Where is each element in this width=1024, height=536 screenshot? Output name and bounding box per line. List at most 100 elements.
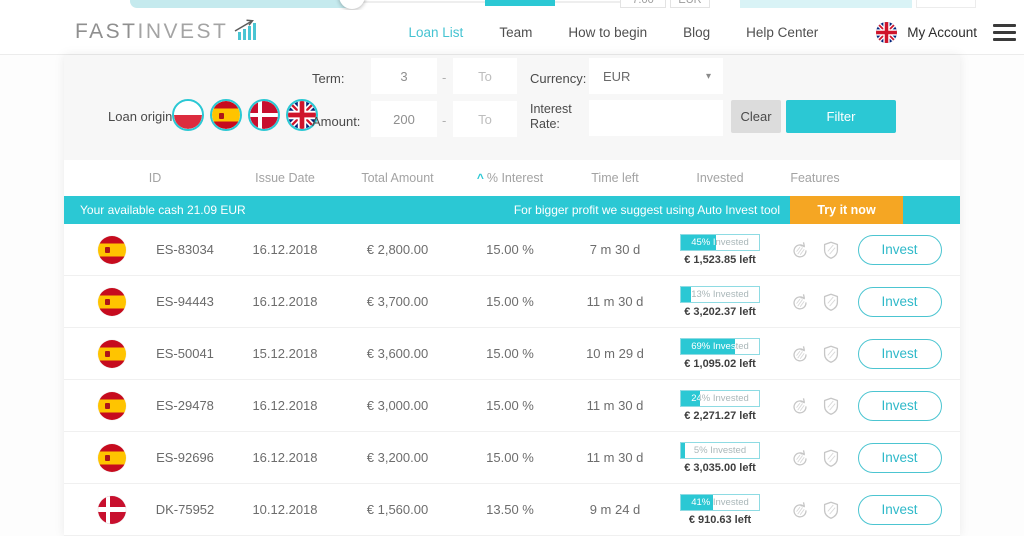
progress-label: 5% Invested <box>693 444 747 456</box>
col-id: ID <box>148 171 162 185</box>
spain-flag-icon <box>98 287 126 316</box>
progress-label: 24% Invested <box>691 392 749 404</box>
secured-loan-shield-icon <box>823 345 838 363</box>
loan-origin-label: Loan origin: <box>108 109 176 124</box>
term-from-input[interactable] <box>371 58 437 94</box>
invest-button[interactable]: Invest <box>857 494 942 525</box>
nav-how-to-begin[interactable]: How to begin <box>568 24 648 40</box>
secured-loan-shield-icon <box>823 397 838 415</box>
filter-button[interactable]: Filter <box>786 100 896 133</box>
issue-date: 16.12.2018 <box>252 398 318 413</box>
spain-flag-icon <box>98 339 126 368</box>
loan-id: ES-92696 <box>156 450 214 465</box>
progress-label-overlay: 5% Invested <box>681 443 685 458</box>
buyback-guarantee-icon <box>792 449 807 465</box>
col-interest-label: % Interest <box>486 171 544 185</box>
logo-text-primary: FAST <box>75 20 138 43</box>
amount-left: € 3,035.00 left <box>684 461 756 474</box>
clear-button[interactable]: Clear <box>731 100 781 133</box>
amount-left: € 1,523.85 left <box>684 253 756 266</box>
issue-date: 15.12.2018 <box>252 346 318 361</box>
nav-help-center[interactable]: Help Center <box>746 24 819 40</box>
uk-flag-filter[interactable] <box>286 99 318 131</box>
progress-label: 45% Invested <box>691 236 749 248</box>
secured-loan-shield-icon <box>823 241 838 259</box>
slider-value-box[interactable]: 7.00 <box>620 0 666 8</box>
progress-fill: 13% Invested <box>681 286 692 302</box>
time-left: 11 m 30 d <box>586 398 644 413</box>
invested-progress: 69% Invested 69% Invested € 1,095.02 lef… <box>665 337 775 370</box>
progress-fill: 41% Invested <box>681 494 713 510</box>
amount-from-input[interactable] <box>371 101 437 137</box>
progress-label: 13% Invested <box>691 288 749 300</box>
slider-handle[interactable] <box>339 0 365 9</box>
my-account-link[interactable]: My Account <box>907 24 977 40</box>
amount-label: Amount: <box>312 114 361 129</box>
hamburger-menu-icon[interactable] <box>991 20 1018 45</box>
table-row: DK-75952 10.12.2018 € 1,560.00 13.50 % 9… <box>64 484 960 536</box>
issue-date: 10.12.2018 <box>252 502 318 517</box>
account-area: My Account <box>876 20 1018 45</box>
loan-id: ES-50041 <box>156 346 214 361</box>
interest-rate: 15.00 % <box>486 346 534 361</box>
invest-button[interactable]: Invest <box>857 286 942 317</box>
progress-label: 41% Invested <box>691 496 749 508</box>
feature-icons <box>775 291 855 313</box>
spain-flag-filter[interactable] <box>210 99 242 131</box>
denmark-flag-filter[interactable] <box>248 99 280 131</box>
fastinvest-logo[interactable]: FAST INVEST <box>75 19 257 44</box>
cutoff-cyan-panel <box>740 0 912 8</box>
available-cash-banner: Your available cash 21.09 EUR For bigger… <box>64 196 960 224</box>
try-it-now-button[interactable]: Try it now <box>790 196 903 224</box>
total-amount: € 3,700.00 <box>366 294 429 309</box>
secured-loan-shield-icon <box>823 501 838 519</box>
nav-loan-list[interactable]: Loan List <box>408 24 464 40</box>
progress-fill: 45% Invested <box>681 234 717 250</box>
invested-progress: 5% Invested 5% Invested € 3,035.00 left <box>665 441 775 474</box>
term-to-input[interactable] <box>453 58 517 94</box>
buyback-guarantee-icon <box>792 397 807 413</box>
col-total-amount: Total Amount <box>361 171 434 185</box>
progress-fill: 24% Invested <box>681 390 700 406</box>
cutoff-white-box <box>916 0 976 8</box>
time-left: 11 m 30 d <box>586 450 644 465</box>
progress-bar: 69% Invested 69% Invested <box>680 337 760 355</box>
amount-left: € 1,095.02 left <box>684 357 756 370</box>
growth-chart-icon <box>234 19 257 40</box>
amount-to-input[interactable] <box>453 101 517 137</box>
buyback-guarantee-icon <box>792 293 807 309</box>
uk-flag-icon[interactable] <box>876 21 898 43</box>
buyback-guarantee-icon <box>792 345 807 361</box>
spain-flag-icon <box>98 443 126 472</box>
invest-button[interactable]: Invest <box>857 338 942 369</box>
invest-button[interactable]: Invest <box>857 234 942 265</box>
interest-rate: 13.50 % <box>486 502 534 517</box>
interest-rate: 15.00 % <box>486 294 534 309</box>
slider-currency: EUR <box>678 0 702 6</box>
table-row: ES-94443 16.12.2018 € 3,700.00 15.00 % 1… <box>64 276 960 328</box>
secured-loan-shield-icon <box>823 449 838 467</box>
invest-button[interactable]: Invest <box>857 390 942 421</box>
progress-bar: 13% Invested 13% Invested <box>680 285 760 303</box>
nav-blog[interactable]: Blog <box>683 24 711 40</box>
invested-progress: 45% Invested 45% Invested € 1,523.85 lef… <box>665 233 775 266</box>
col-interest-sort[interactable]: ^% Interest <box>455 171 565 185</box>
total-amount: € 3,000.00 <box>366 398 429 413</box>
main-header: FAST INVEST Loan List Team How to begin B… <box>0 10 1024 55</box>
poland-flag-filter[interactable] <box>172 99 204 131</box>
col-time-left: Time left <box>591 171 639 185</box>
time-left: 11 m 30 d <box>586 294 644 309</box>
currency-select[interactable]: EUR ▾ <box>589 58 723 94</box>
issue-date: 16.12.2018 <box>252 242 318 257</box>
issue-date: 16.12.2018 <box>252 450 318 465</box>
table-row: ES-50041 15.12.2018 € 3,600.00 15.00 % 1… <box>64 328 960 380</box>
denmark-flag-icon <box>98 495 126 524</box>
chevron-down-icon: ▾ <box>705 70 711 82</box>
slider-currency-box[interactable]: EUR <box>670 0 710 8</box>
invest-button[interactable]: Invest <box>857 442 942 473</box>
amount-left: € 3,202.37 left <box>684 305 756 318</box>
feature-icons <box>775 239 855 261</box>
nav-team[interactable]: Team <box>499 24 533 40</box>
interest-rate-input[interactable] <box>589 100 723 136</box>
total-amount: € 3,200.00 <box>366 450 429 465</box>
